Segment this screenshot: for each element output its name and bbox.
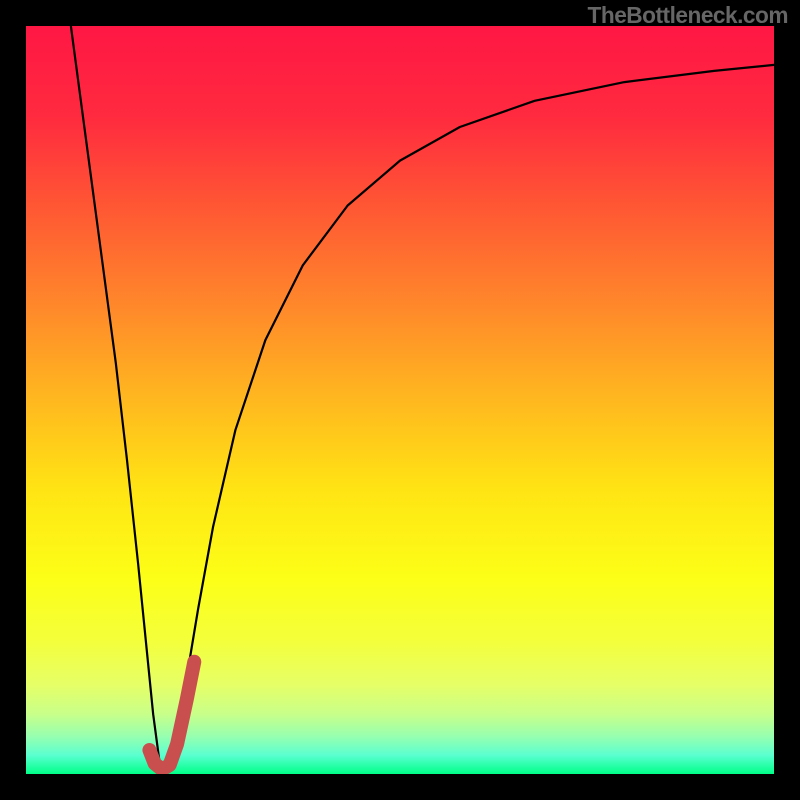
- plot-area: [26, 26, 774, 774]
- bottleneck-curve: [71, 26, 774, 774]
- chart-container: TheBottleneck.com: [0, 0, 800, 800]
- watermark-text: TheBottleneck.com: [588, 2, 788, 29]
- highlight-marker: [149, 662, 194, 770]
- curve-layer: [26, 26, 774, 774]
